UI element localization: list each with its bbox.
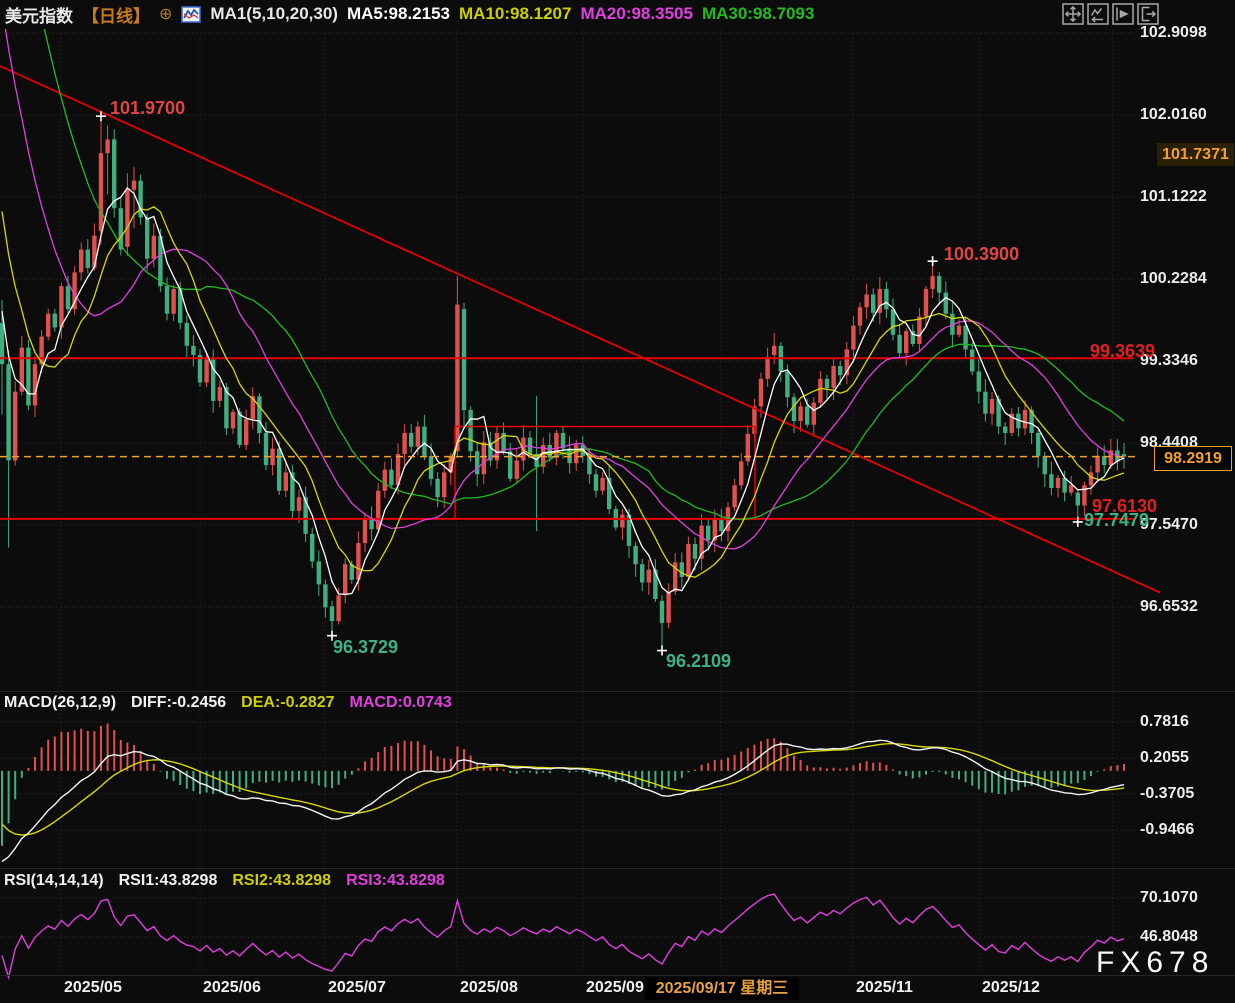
x-axis-month-label: 2025/07 bbox=[328, 979, 386, 996]
panel-separators bbox=[0, 691, 1235, 976]
macd-params-label: MACD(26,12,9) bbox=[4, 694, 117, 711]
price-y-tick: 100.2284 bbox=[1140, 269, 1207, 287]
symbol-title: 美元指数 bbox=[5, 6, 73, 26]
rsi-label-row: RSI(14,14,14) RSI1:43.8298 RSI2:43.8298 … bbox=[4, 872, 445, 890]
mini-chart-icon[interactable] bbox=[181, 5, 202, 23]
indicator-play-icon[interactable] bbox=[1112, 3, 1134, 25]
macd-panel bbox=[1, 723, 1125, 863]
rsi-y-tick: 70.1070 bbox=[1140, 889, 1198, 906]
exit-icon[interactable] bbox=[1137, 3, 1159, 25]
toolbar bbox=[1062, 3, 1159, 25]
watermark: FX678 bbox=[1096, 946, 1215, 979]
rsi-panel bbox=[1, 893, 1125, 981]
rsi-params-label: RSI(14,14,14) bbox=[4, 872, 104, 889]
macd-y-tick: 0.2055 bbox=[1140, 749, 1189, 766]
x-axis-month-label: 2025/05 bbox=[64, 979, 122, 996]
macd-label-row: MACD(26,12,9) DIFF:-0.2456 DEA:-0.2827 M… bbox=[4, 694, 452, 712]
price-y-tick: 97.5470 bbox=[1140, 515, 1198, 533]
macd-y-tick: -0.9466 bbox=[1140, 821, 1195, 838]
rsi-y-tick: 46.8048 bbox=[1140, 928, 1198, 945]
macd-diff-value: DIFF:-0.2456 bbox=[131, 694, 227, 711]
ma20-value: MA20:98.3505 bbox=[580, 4, 693, 23]
price-annotation: 97.7479 bbox=[1084, 510, 1150, 530]
x-axis-month-label: 2025/12 bbox=[982, 979, 1040, 996]
selected-date-label: 2025/09/17 星期三 bbox=[645, 977, 799, 1000]
moving-averages bbox=[1, 29, 1125, 596]
x-axis-month-label: 2025/08 bbox=[460, 979, 518, 996]
macd-dea-value: DEA:-0.2827 bbox=[241, 694, 335, 711]
price-annotation: 97.6130 bbox=[1092, 496, 1158, 516]
drawn-levels bbox=[0, 65, 1161, 594]
grid-lines bbox=[0, 30, 1133, 974]
price-y-tick: 99.3346 bbox=[1140, 351, 1198, 369]
reference-price-box: 101.7371 bbox=[1157, 143, 1234, 166]
x-axis-month-label: 2025/09 bbox=[586, 979, 644, 996]
price-annotation: 96.3729 bbox=[333, 637, 399, 657]
ma30-value: MA30:98.7093 bbox=[701, 4, 815, 23]
extreme-markers bbox=[96, 111, 1083, 656]
price-annotation: 99.3639 bbox=[1090, 341, 1156, 361]
price-annotation: 100.3900 bbox=[944, 244, 1020, 264]
ma-group-label: MA1(5,10,20,30) bbox=[210, 4, 338, 23]
candlesticks bbox=[0, 119, 1127, 648]
rsi3-value: RSI3:43.8298 bbox=[346, 872, 445, 889]
price-annotation: 96.2109 bbox=[666, 651, 732, 671]
period-label[interactable]: 【日线】 bbox=[82, 6, 150, 26]
macd-y-tick: -0.3705 bbox=[1140, 785, 1195, 802]
macd-macd-value: MACD:0.0743 bbox=[349, 694, 452, 711]
last-price-box: 98.2919 bbox=[1154, 446, 1232, 471]
x-axis-month-label: 2025/06 bbox=[203, 979, 261, 996]
price-y-tick: 96.6532 bbox=[1140, 597, 1198, 615]
header: 美元指数 【日线】 ⊕ MA1(5,10,20,30) MA5:98.2153 … bbox=[0, 0, 814, 28]
price-y-tick: 102.9098 bbox=[1140, 24, 1207, 41]
ma10-value: MA10:98.1207 bbox=[459, 4, 572, 23]
pan-icon[interactable] bbox=[1062, 3, 1084, 25]
indicator-window-icon[interactable] bbox=[1087, 3, 1109, 25]
macd-y-tick: 0.7816 bbox=[1140, 712, 1189, 730]
x-axis-month-label: 2025/11 bbox=[856, 979, 913, 996]
price-y-tick: 102.0160 bbox=[1140, 105, 1207, 123]
ma5-value: MA5:98.2153 bbox=[346, 4, 450, 23]
price-y-tick: 101.1222 bbox=[1140, 187, 1207, 205]
rsi1-value: RSI1:43.8298 bbox=[118, 872, 218, 889]
circle-plus-icon[interactable]: ⊕ bbox=[159, 6, 173, 23]
rsi2-value: RSI2:43.8298 bbox=[232, 872, 332, 889]
price-annotation: 101.9700 bbox=[110, 98, 186, 118]
